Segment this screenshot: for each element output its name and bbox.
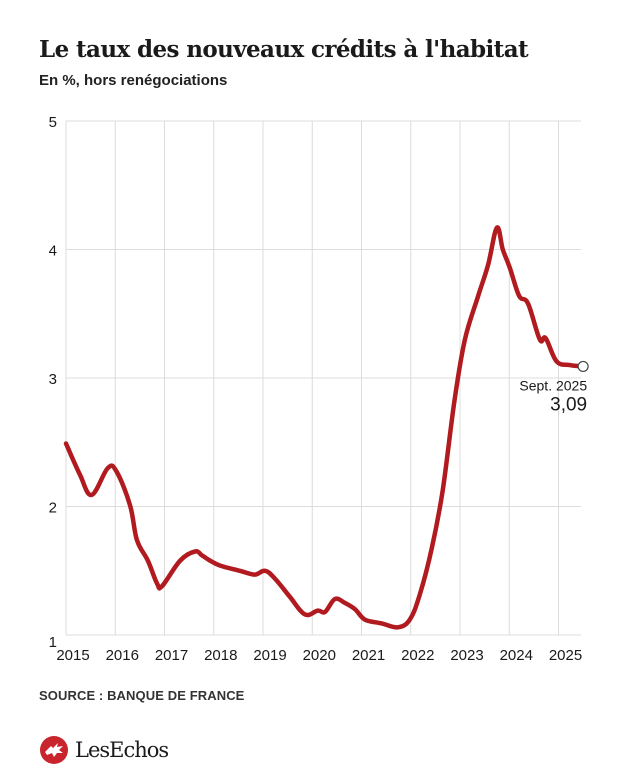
- x-tick-label: 2016: [106, 647, 139, 664]
- x-tick-label: 2020: [303, 647, 336, 664]
- series-line: [63, 225, 586, 630]
- x-axis-ticks: 2015 2016 2017 2018 2019 2020 2021 2022 2023 2024…: [56, 647, 582, 664]
- logo-text: LesEchos: [75, 738, 169, 762]
- y-tick-label: 1: [49, 634, 57, 651]
- les-echos-logo: LesEchos: [39, 735, 169, 765]
- annotation-value-label: 3,09: [550, 394, 587, 415]
- x-tick-label: 2023: [450, 647, 483, 664]
- x-tick-label: 2025: [549, 647, 582, 664]
- x-tick-label: 2024: [500, 647, 533, 664]
- les-echos-dragon-icon: [40, 736, 68, 764]
- y-tick-label: 5: [49, 114, 57, 131]
- x-tick-label: 2021: [352, 647, 385, 664]
- grid: [65, 120, 581, 636]
- x-tick-label: 2022: [401, 647, 434, 664]
- x-tick-label: 2019: [253, 647, 286, 664]
- y-tick-label: 4: [49, 243, 57, 260]
- y-tick-label: 3: [49, 371, 57, 388]
- x-tick-label: 2017: [155, 647, 188, 664]
- source-note: SOURCE : BANQUE DE FRANCE: [39, 688, 245, 703]
- y-tick-label: 2: [49, 500, 57, 517]
- x-tick-label: 2018: [204, 647, 237, 664]
- last-point-marker: [577, 360, 589, 373]
- chart-subtitle: En %, hors renégociations: [39, 72, 228, 89]
- chart-title: Le taux des nouveaux crédits à l'habitat: [39, 36, 529, 63]
- annotation-date-label: Sept. 2025: [519, 377, 587, 393]
- y-axis-ticks: 1 2 3 4 5: [49, 114, 57, 651]
- x-tick-label: 2015: [56, 647, 89, 664]
